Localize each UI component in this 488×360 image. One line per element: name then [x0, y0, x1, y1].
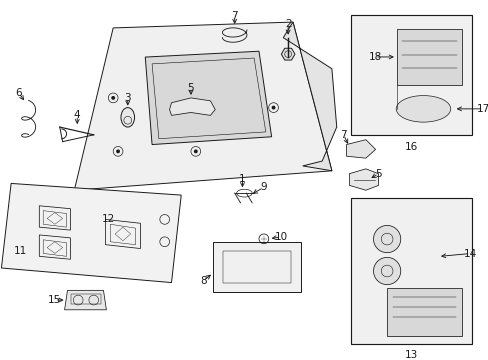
Text: 3: 3	[124, 93, 131, 103]
Circle shape	[111, 96, 115, 100]
Text: 15: 15	[48, 295, 61, 305]
Text: 11: 11	[14, 247, 27, 256]
Ellipse shape	[395, 95, 450, 122]
Polygon shape	[386, 288, 461, 336]
Polygon shape	[64, 291, 106, 310]
Polygon shape	[145, 51, 271, 145]
Text: 5: 5	[374, 169, 381, 179]
Text: 4: 4	[74, 111, 81, 120]
Polygon shape	[396, 29, 461, 85]
Text: 17: 17	[476, 104, 488, 114]
Text: 1: 1	[239, 174, 245, 184]
Text: 2: 2	[284, 19, 291, 29]
Circle shape	[373, 257, 400, 285]
Text: 13: 13	[404, 350, 417, 360]
Polygon shape	[213, 242, 300, 292]
Bar	[350, 15, 471, 135]
Ellipse shape	[121, 108, 134, 127]
Circle shape	[116, 149, 120, 153]
Polygon shape	[346, 140, 375, 158]
Text: 18: 18	[367, 52, 381, 62]
Circle shape	[193, 149, 197, 153]
Polygon shape	[74, 22, 331, 190]
Text: 7: 7	[231, 11, 238, 21]
Polygon shape	[281, 48, 294, 60]
Polygon shape	[283, 22, 336, 171]
Bar	[350, 198, 471, 343]
Text: 9: 9	[260, 182, 266, 192]
Text: 10: 10	[274, 232, 287, 242]
Circle shape	[271, 106, 275, 109]
Bar	[71, 294, 101, 304]
Text: 6: 6	[16, 88, 22, 98]
Text: 16: 16	[404, 142, 417, 152]
Circle shape	[373, 225, 400, 253]
Polygon shape	[348, 169, 378, 190]
Text: 14: 14	[463, 248, 476, 258]
Text: 8: 8	[200, 276, 206, 285]
Polygon shape	[169, 98, 215, 116]
Text: 7: 7	[340, 130, 346, 140]
Text: 5: 5	[187, 83, 194, 93]
Text: 12: 12	[102, 215, 115, 224]
Polygon shape	[1, 184, 181, 283]
